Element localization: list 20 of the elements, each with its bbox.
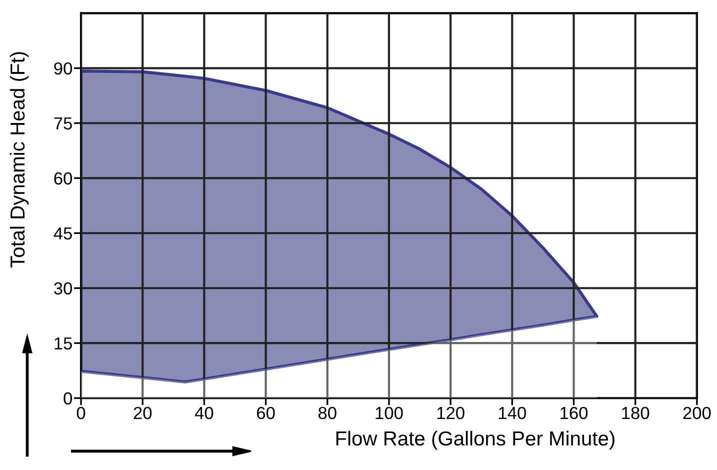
- y-tick-label: 45: [54, 227, 72, 240]
- x-tick-label: 20: [134, 406, 152, 420]
- x-tick-label: 180: [622, 406, 650, 420]
- x-tick-label: 140: [498, 406, 526, 420]
- x-tick-label: 60: [257, 406, 275, 420]
- x-tick-label: 200: [683, 406, 711, 420]
- x-tick-label: 160: [560, 406, 588, 420]
- x-tick-label: 100: [376, 406, 403, 420]
- x-axis-title: Flow Rate (Gallons Per Minute): [336, 430, 614, 450]
- y-tick-label: 60: [54, 172, 72, 185]
- y-tick-label: 0: [64, 392, 72, 405]
- y-tick-label: 90: [54, 62, 72, 75]
- x-tick-label: 120: [437, 406, 464, 420]
- y-axis-title: Total Dynamic Head (Ft): [10, 52, 29, 268]
- y-tick-label: 15: [54, 337, 72, 350]
- y-tick-label: 75: [54, 117, 72, 130]
- x-tick-label: 40: [194, 406, 214, 420]
- y-tick-label: 30: [54, 282, 72, 295]
- x-tick-label: 80: [318, 406, 336, 420]
- x-tick-label: 0: [76, 406, 86, 420]
